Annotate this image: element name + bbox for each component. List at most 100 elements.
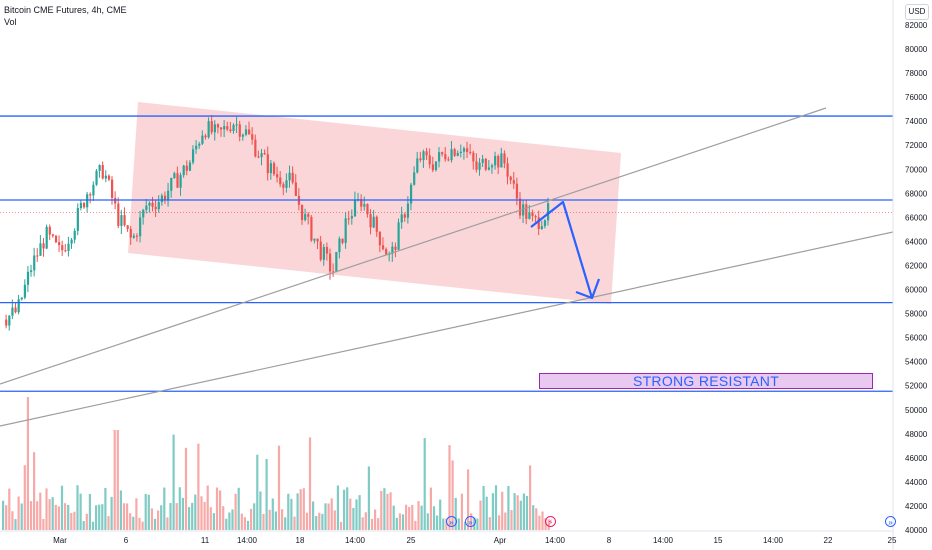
volume-bar [119,490,122,530]
volume-bar [57,506,60,530]
candle-body [394,246,397,250]
candle-body [232,124,235,132]
volume-bar [104,487,107,530]
candle-body [350,216,353,219]
candle-body [422,151,425,161]
volume-bar [39,492,42,530]
time-axis[interactable]: Mar 6 11 14:00 18 14:00 25 Apr 14:00 8 14:00 15 14:0… [0,530,897,545]
candle-body [360,199,363,207]
candle-body [223,126,226,130]
volume-bar [2,500,5,530]
candle-body [372,216,375,228]
candle-body [182,165,185,176]
candle-body [64,250,67,252]
volume-bar [380,490,383,530]
candle-body [210,121,213,133]
candle-body [325,247,329,254]
volume-bar [426,513,429,530]
candle-body [260,153,263,158]
time-tick-label: 14:00 [653,536,674,545]
trendlines[interactable] [0,107,894,427]
candle-body [269,163,273,174]
volume-bar [296,493,299,530]
volume-bar [327,503,330,530]
candle-body [347,218,350,220]
fast-forward-icon[interactable]: » [465,516,476,527]
volume-bar [386,493,389,530]
candle-body [251,134,254,140]
candle-body [531,212,534,217]
candle-body [126,225,129,229]
volume-bar [374,509,377,530]
candle-body [490,165,494,168]
volume-bar [135,498,138,530]
candle-body [329,253,332,272]
candle-body [195,145,198,150]
candle-body [226,126,229,130]
lightning-icon[interactable]: ⚡ [545,516,556,527]
candle-body [58,242,61,246]
candle-body [450,149,453,161]
candle-body [95,170,98,185]
volume-bar [64,503,67,530]
volume-bar [414,520,417,530]
candlesticks [5,115,550,331]
price-tick-label: 48000 [905,430,928,439]
candle-body [453,149,456,156]
volume-bar [147,494,150,530]
candle-body [344,218,347,243]
time-tick-label: 8 [607,536,612,545]
strong-resistant-zone[interactable]: STRONG RESISTANT [539,373,873,389]
volume-bar [157,510,160,530]
volume-bar [51,497,54,530]
candle-body [244,129,248,135]
volume-bar [243,517,246,530]
volume-bar [259,491,262,530]
candle-body [353,199,357,217]
volume-bar [308,437,312,530]
candle-body [14,307,17,313]
candle-body [185,165,188,171]
volume-bar [324,503,327,530]
candle-body [76,208,79,231]
volume-bar [507,485,510,530]
volume-bar [432,506,436,530]
price-tick-label: 80000 [905,45,928,54]
volume-bar [522,493,525,530]
candle-body [481,158,484,163]
volume-bar [529,465,532,530]
projection-arrow[interactable] [530,200,601,300]
candle-body [160,195,164,203]
candle-body [17,299,20,313]
price-tick-label: 72000 [905,141,928,150]
volume-bar [343,489,346,530]
candle-body [179,175,182,188]
chart-header: Bitcoin CME Futures, 4h, CME Vol [4,4,127,28]
price-tick-label: 50000 [905,406,928,415]
volume-bar [14,519,17,530]
volume-bar [48,499,51,530]
volume-bar [23,465,26,530]
candle-body [441,152,444,155]
currency-button[interactable]: USD [905,4,929,20]
candle-body [525,204,528,219]
candle-body [26,271,30,285]
candle-body [543,220,547,227]
volume-bar [401,514,405,530]
symbol-title[interactable]: Bitcoin CME Futures, 4h, CME [4,5,127,15]
volume-bar [423,438,426,530]
candle-body [235,124,238,126]
fast-forward-icon[interactable]: » [885,516,896,527]
candle-body [472,152,475,162]
candle-body [487,167,491,170]
time-tick-label: 18 [296,536,305,545]
candle-body [385,249,388,255]
fast-forward-icon[interactable]: » [446,516,457,527]
candle-body [207,121,210,138]
rising-trendline-lower [0,231,894,427]
price-tick-label: 74000 [905,117,928,126]
candle-body [266,154,269,174]
price-axis[interactable]: 40000 42000 44000 46000 48000 50000 52000 54000… [892,0,932,550]
candle-body [191,149,195,163]
